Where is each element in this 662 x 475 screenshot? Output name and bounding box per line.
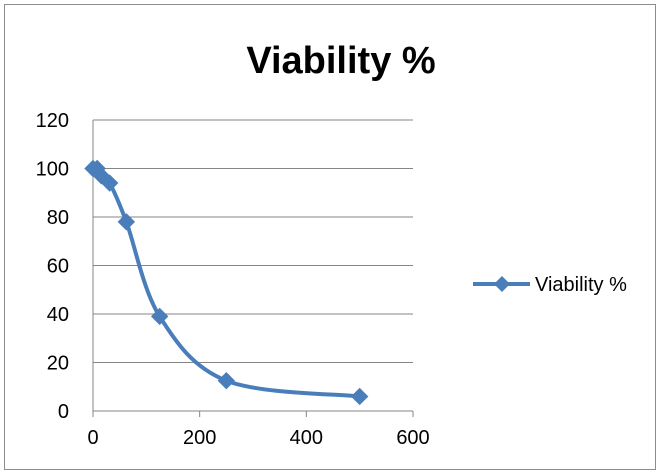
data-point-marker <box>100 174 119 192</box>
gridlines <box>93 119 413 363</box>
data-point-marker <box>217 371 236 390</box>
y-tick-label: 60 <box>47 256 69 278</box>
chart-frame <box>4 4 656 470</box>
chart-title: Viability % <box>246 40 435 82</box>
series-layer <box>84 159 369 406</box>
x-tick-label: 400 <box>290 427 323 449</box>
y-tick-label: 40 <box>47 304 69 326</box>
y-tick-label: 20 <box>47 353 69 375</box>
x-tick-label: 0 <box>87 427 98 449</box>
x-axis-ticks: 0 200 400 600 <box>87 411 430 449</box>
legend-label: Viability % <box>535 274 627 296</box>
data-point-marker <box>150 307 169 326</box>
y-tick-label: 0 <box>58 401 69 423</box>
x-tick-label: 600 <box>396 427 429 449</box>
legend: Viability % <box>473 274 627 296</box>
y-tick-label: 80 <box>47 207 69 229</box>
y-axis-ticks: 0 20 40 60 80 100 120 <box>36 110 69 423</box>
legend-marker <box>494 276 510 292</box>
data-point-marker <box>350 387 369 406</box>
y-tick-label: 120 <box>36 110 69 132</box>
data-point-marker <box>117 213 136 231</box>
y-tick-label: 100 <box>36 159 69 181</box>
x-tick-label: 200 <box>183 427 216 449</box>
